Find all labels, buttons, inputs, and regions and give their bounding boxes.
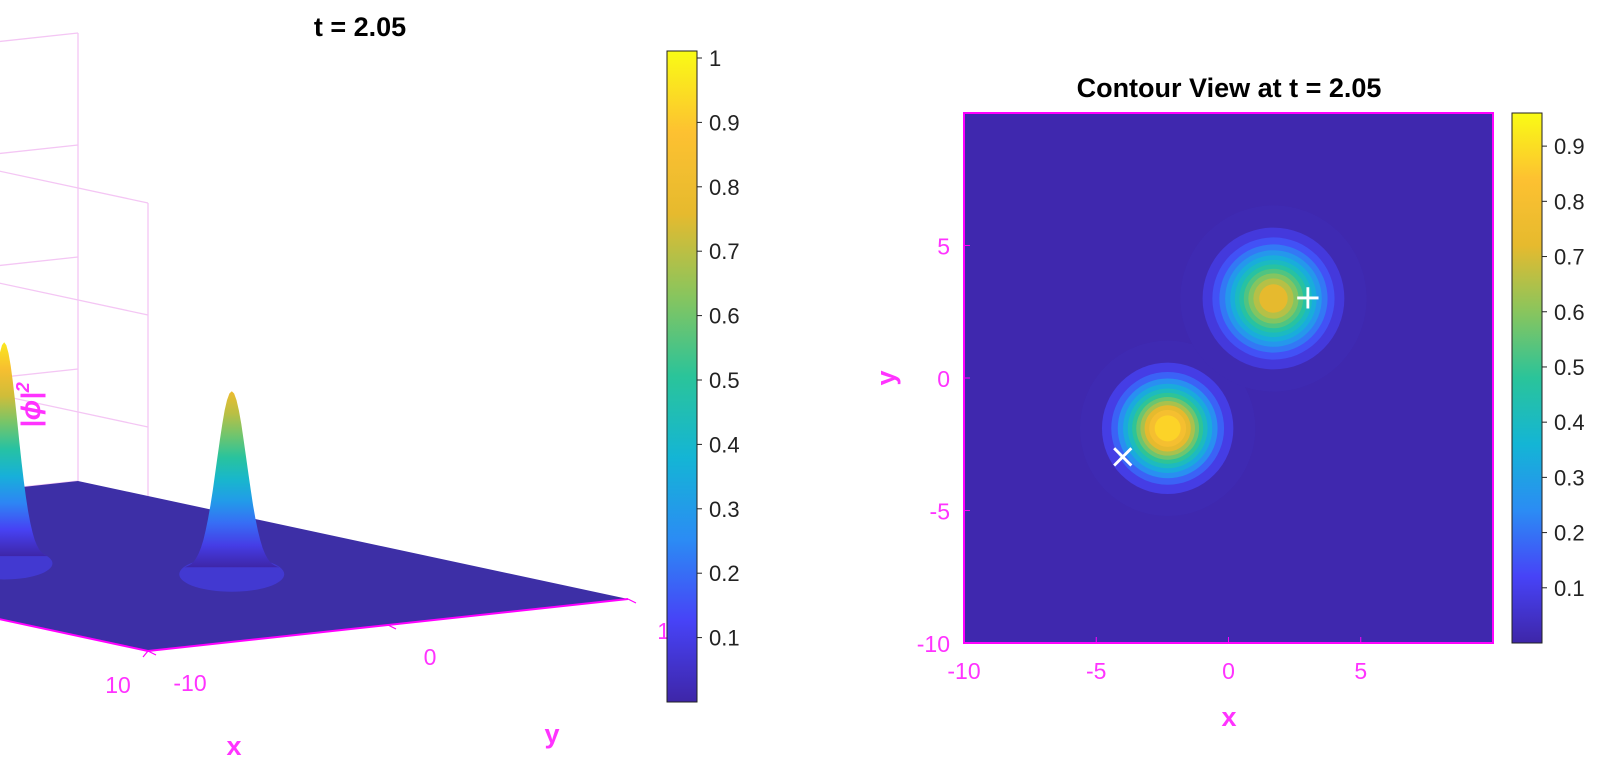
surface-zlabel-base: |ϕ| (16, 392, 46, 428)
x-tick-label: 10 (105, 672, 131, 698)
contour-y-tick-label: -5 (930, 499, 950, 525)
y-tick-mark (387, 624, 397, 630)
contour-y-tick-label: 5 (937, 234, 950, 260)
y-tick-label: -10 (173, 670, 206, 696)
colorbar-tick-label: 0.9 (1554, 134, 1585, 159)
x-tick-mark (142, 650, 149, 658)
contour-plot: Contour View at t = 2.05 ×+ -10 -5 0 5-10-5… (871, 73, 1585, 732)
contour-colorbar (1511, 112, 1543, 644)
colorbar-tick-label: 0.9 (709, 110, 740, 135)
colorbar-tick-label: 0.6 (709, 304, 740, 329)
colorbar-tick-label: 0.2 (1554, 521, 1585, 546)
surface-zlabel-exp: 2 (13, 382, 33, 393)
y-tick-mark (627, 598, 637, 604)
colorbar-tick-label: 0.6 (1554, 300, 1585, 325)
contour-x-tick-label: 5 (1354, 658, 1367, 684)
colorbar-tick-label: 0.3 (1554, 465, 1585, 490)
y-tick-label: 0 (424, 644, 437, 670)
contour-markers: ×+ (1108, 278, 1322, 477)
colorbar-tick-label: 0.1 (1554, 576, 1585, 601)
contour-level (1259, 284, 1288, 313)
colorbar-tick-label: 0.7 (1554, 245, 1585, 270)
colorbar-tick-label: 0.2 (709, 561, 740, 586)
surface-colorbar (666, 50, 698, 703)
peak-surface (184, 391, 280, 568)
contour-x-tick-label: -10 (947, 658, 980, 684)
surface-title: t = 2.05 (314, 12, 406, 42)
contour-ylabel: y (871, 370, 901, 385)
marker: × (1108, 437, 1137, 477)
colorbar-tick-label: 0.8 (1554, 189, 1585, 214)
surface-zlabel: |ϕ|2 (13, 382, 46, 428)
surface-peaks (0, 342, 285, 592)
surface-ylabel: y (544, 719, 559, 749)
colorbar-tick-label: 0.5 (1554, 355, 1585, 380)
colorbar-tick-label: 0.4 (1554, 410, 1585, 435)
contour-x-tick-label: -5 (1086, 658, 1106, 684)
contour-level (1154, 415, 1181, 442)
colorbar-tick-label: 0.7 (709, 239, 740, 264)
peak-surface (0, 342, 48, 557)
y-tick-mark (147, 650, 157, 656)
contour-y-tick-label: -10 (917, 631, 950, 657)
surface-xlabel: x (226, 731, 241, 761)
colorbar-tick-label: 0.4 (709, 432, 740, 457)
colorbar-tick-label: 0.8 (709, 175, 740, 200)
colorbar-tick-label: 0.5 (709, 368, 740, 393)
marker: + (1294, 278, 1323, 318)
contour-colorbar-ticks: 0.1 0.2 0.3 0.4 0.5 0.6 0.7 0.8 0.9 (1542, 134, 1585, 601)
grid-line-z (0, 144, 149, 316)
contour-ticks: -10 -5 0 5 -10 -5 0 5 (917, 234, 1367, 685)
contour-levels (1079, 205, 1367, 517)
surface-plot: t = 2.05 00.511.5-10010-10010 x y |ϕ|2 0… (0, 12, 740, 761)
contour-x-tick-label: 0 (1222, 658, 1235, 684)
contour-xlabel: x (1221, 702, 1236, 732)
x-axis-line (0, 618, 149, 652)
colorbar-tick-label: 1 (709, 46, 721, 71)
surface-floor (0, 481, 628, 651)
colorbar-tick-label: 0.3 (709, 497, 740, 522)
surface-colorbar-ticks: 0.1 0.2 0.3 0.4 0.5 0.6 0.7 0.8 0.9 1 (697, 46, 740, 651)
grid-line-z (0, 32, 149, 204)
contour-title: Contour View at t = 2.05 (1077, 73, 1382, 103)
colorbar-tick-label: 0.1 (709, 626, 740, 651)
contour-y-tick-label: 0 (937, 366, 950, 392)
